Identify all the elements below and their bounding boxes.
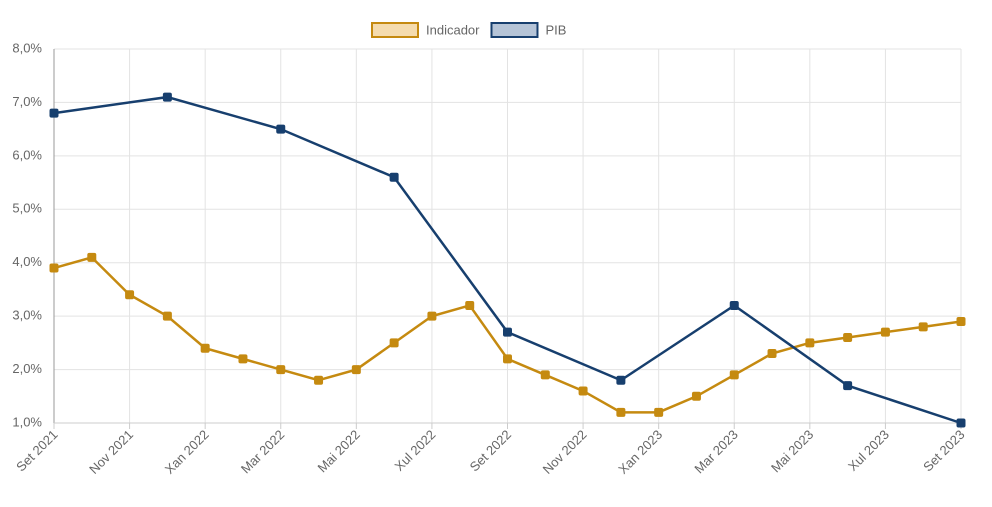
- point: [162, 92, 172, 102]
- x-tick-label: Mai 2023: [768, 427, 816, 475]
- x-tick-label: Xul 2023: [845, 427, 892, 474]
- point: [465, 300, 475, 310]
- point: [691, 391, 701, 401]
- point: [805, 338, 815, 348]
- point: [389, 172, 399, 182]
- legend-swatch: [490, 22, 539, 38]
- point: [200, 343, 210, 353]
- y-tick-label: 1,0%: [12, 414, 42, 429]
- point: [616, 407, 626, 417]
- point: [238, 354, 248, 364]
- y-tick-label: 6,0%: [12, 147, 42, 162]
- legend-label: PIB: [545, 22, 566, 37]
- x-tick-label: Nov 2021: [86, 427, 136, 477]
- x-tick-label: Set 2023: [920, 427, 967, 474]
- point: [503, 327, 512, 337]
- point: [578, 386, 588, 396]
- y-tick-label: 7,0%: [12, 94, 42, 109]
- point: [729, 300, 739, 310]
- x-tick-label: Nov 2022: [540, 427, 590, 477]
- point: [351, 365, 361, 375]
- point: [956, 418, 966, 428]
- point: [540, 370, 550, 380]
- point: [162, 311, 172, 321]
- point: [843, 381, 853, 391]
- point: [49, 108, 59, 118]
- y-tick-label: 2,0%: [12, 361, 42, 376]
- point: [767, 349, 777, 359]
- point: [427, 311, 437, 321]
- point: [125, 290, 135, 300]
- legend-label: Indicador: [426, 22, 480, 37]
- point: [49, 263, 59, 273]
- x-tick-label: Set 2021: [13, 427, 60, 474]
- point: [654, 407, 664, 417]
- y-tick-label: 4,0%: [12, 254, 42, 269]
- x-tick-label: Xan 2022: [162, 427, 212, 477]
- point: [956, 316, 966, 326]
- legend: Indicador PIB: [371, 22, 566, 38]
- point: [729, 370, 739, 380]
- legend-swatch: [371, 22, 419, 38]
- point: [880, 327, 890, 337]
- point: [276, 365, 286, 375]
- point: [314, 375, 324, 385]
- point: [389, 338, 399, 348]
- y-tick-label: 8,0%: [12, 40, 42, 55]
- y-tick-label: 3,0%: [12, 308, 42, 323]
- point: [843, 333, 853, 343]
- x-tick-label: Xul 2022: [392, 427, 439, 474]
- x-tick-label: Mar 2023: [691, 427, 740, 476]
- y-tick-label: 5,0%: [12, 201, 42, 216]
- x-tick-label: Mai 2022: [314, 427, 362, 475]
- point: [87, 252, 97, 262]
- x-tick-label: Set 2022: [467, 427, 514, 474]
- x-tick-label: Mar 2022: [238, 427, 287, 476]
- x-tick-label: Xan 2023: [615, 427, 665, 477]
- point: [918, 322, 928, 332]
- point: [276, 124, 286, 134]
- point: [616, 375, 626, 385]
- point: [503, 354, 512, 364]
